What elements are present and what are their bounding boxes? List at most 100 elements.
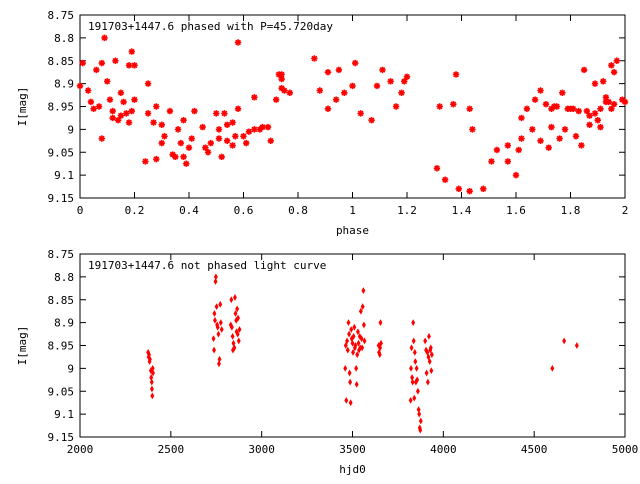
data-point (345, 346, 350, 354)
data-point (537, 137, 544, 145)
data-point (362, 337, 367, 345)
data-point (218, 153, 225, 161)
data-point (214, 303, 219, 311)
data-point (243, 139, 250, 147)
x-tick-label: 4000 (430, 443, 457, 456)
data-point (600, 78, 607, 85)
data-point (153, 103, 160, 110)
data-point (353, 342, 358, 349)
data-point (436, 103, 443, 110)
data-point (348, 399, 353, 407)
x-tick-label: 1.6 (506, 204, 526, 217)
data-point (180, 153, 187, 161)
data-point (264, 123, 272, 131)
data-point (531, 96, 539, 103)
data-point (591, 110, 599, 117)
data-point (347, 369, 352, 377)
data-point (580, 66, 588, 74)
data-point (355, 351, 360, 359)
data-point (153, 155, 160, 163)
data-point (578, 142, 585, 149)
data-point (426, 353, 431, 361)
data-point (217, 355, 222, 363)
data-point (429, 367, 434, 375)
data-point (512, 171, 520, 179)
data-point (354, 380, 359, 388)
data-point (109, 107, 116, 115)
data-point (144, 110, 152, 117)
y-tick-label: 9.15 (48, 192, 75, 205)
data-point (387, 78, 394, 85)
data-point (350, 339, 355, 347)
data-point (428, 344, 433, 352)
data-point (215, 126, 223, 133)
data-point (602, 94, 610, 101)
y-tick-label: 8.85 (48, 294, 75, 307)
data-point (343, 342, 348, 349)
data-point (409, 344, 414, 352)
data-point (278, 71, 285, 78)
data-point (594, 117, 601, 124)
data-point (358, 307, 363, 315)
data-point (379, 339, 383, 347)
data-point (131, 62, 138, 69)
data-point (267, 137, 274, 145)
data-point (219, 326, 224, 333)
data-point (423, 337, 428, 345)
data-point (229, 296, 234, 304)
data-point (418, 417, 423, 425)
data-point (586, 112, 593, 119)
data-point (488, 158, 495, 165)
x-tick-label: 0.8 (288, 204, 308, 217)
data-point (377, 351, 382, 359)
data-point (411, 319, 416, 327)
data-point (441, 176, 449, 183)
data-point (218, 319, 223, 327)
data-point (379, 66, 386, 74)
data-point (344, 396, 349, 404)
data-point (360, 303, 365, 311)
data-point (349, 326, 354, 333)
data-point (583, 107, 591, 115)
data-point (417, 410, 422, 418)
data-point (213, 278, 218, 285)
data-point (158, 139, 165, 147)
data-point (341, 89, 348, 96)
data-point (608, 105, 615, 112)
data-point (169, 151, 176, 158)
data-point (158, 121, 165, 128)
data-point (452, 71, 460, 78)
x-tick-label: 3000 (248, 443, 275, 456)
data-point (542, 101, 550, 108)
data-point (204, 149, 212, 156)
data-point (223, 121, 231, 128)
x-tick-label: 1.8 (561, 204, 581, 217)
data-point (561, 126, 569, 133)
data-point (149, 385, 154, 393)
data-point (213, 316, 217, 324)
data-point (236, 314, 240, 322)
data-point (425, 348, 430, 356)
data-point (235, 330, 240, 338)
y-tick-label: 8.8 (54, 271, 74, 284)
data-point (212, 346, 217, 354)
y-tick-label: 8.9 (54, 78, 74, 91)
x-tick-label: 1 (349, 204, 356, 217)
data-point (523, 105, 531, 112)
y-axis-title: I[mag] (16, 326, 29, 366)
data-point (149, 374, 154, 381)
data-point (218, 300, 223, 308)
data-point (361, 287, 366, 295)
data-point (98, 59, 105, 67)
data-point (586, 121, 593, 128)
data-point (619, 96, 626, 103)
data-point (343, 364, 348, 372)
y-tick-label: 8.95 (48, 101, 75, 114)
data-point (357, 110, 364, 117)
data-point (180, 117, 187, 124)
data-point (123, 110, 130, 117)
data-point (332, 96, 340, 103)
data-point (597, 105, 604, 112)
data-point (361, 321, 366, 329)
data-point (553, 103, 561, 110)
